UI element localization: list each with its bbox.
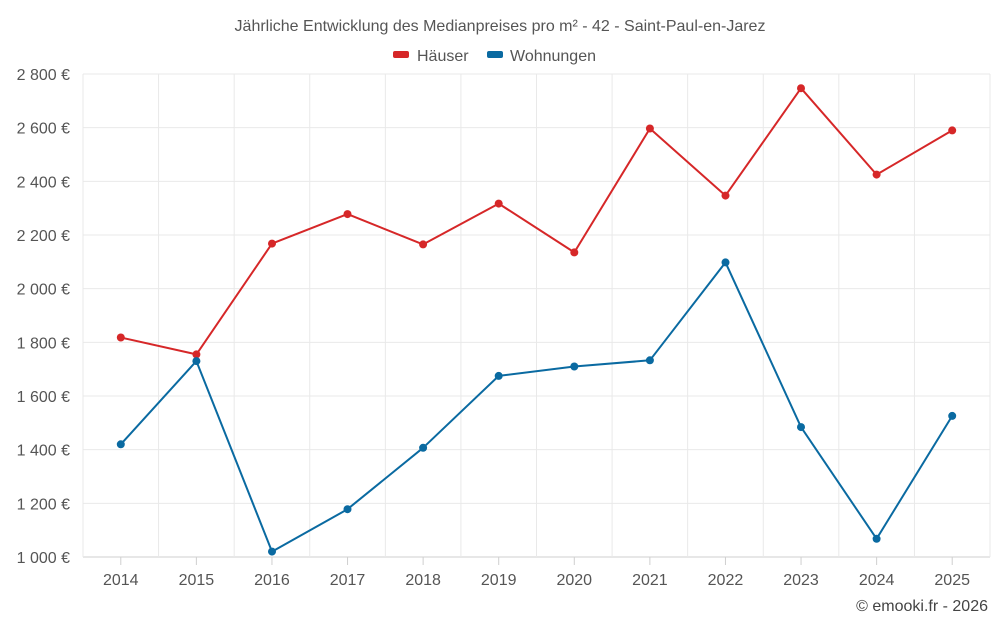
series-layer bbox=[116, 84, 957, 556]
legend-item-haeuser[interactable]: Häuser bbox=[393, 48, 469, 65]
data-point-wohnungen bbox=[419, 443, 428, 452]
data-point-wohnungen bbox=[494, 371, 503, 380]
x-tick-label: 2016 bbox=[254, 572, 290, 589]
series-line-wohnungen bbox=[120, 261, 954, 553]
data-point-wohnungen bbox=[948, 411, 957, 420]
data-point-haeuser bbox=[268, 239, 276, 248]
x-tick-label: 2022 bbox=[708, 572, 744, 589]
y-axis: 1 000 € 1 200 € 1 400 € 1 600 € 1 800 € 2 000… bbox=[17, 67, 70, 567]
data-point-wohnungen bbox=[872, 534, 881, 543]
x-tick-label: 2015 bbox=[179, 572, 215, 589]
legend[interactable]: Häuser Wohnungen bbox=[393, 48, 596, 65]
legend-swatch-wohnungen bbox=[487, 51, 503, 58]
y-tick-label: 1 600 € bbox=[17, 389, 70, 406]
grid bbox=[82, 73, 991, 558]
data-point-wohnungen bbox=[268, 547, 276, 556]
data-point-wohnungen bbox=[343, 505, 352, 514]
data-point-haeuser bbox=[645, 124, 654, 133]
data-point-wohnungen bbox=[645, 356, 654, 365]
data-point-haeuser bbox=[116, 333, 125, 342]
x-tick-label: 2017 bbox=[330, 572, 366, 589]
y-tick-label: 2 600 € bbox=[17, 121, 70, 138]
data-point-haeuser bbox=[721, 191, 730, 200]
x-tick-label: 2020 bbox=[556, 572, 592, 589]
data-point-haeuser bbox=[494, 199, 503, 208]
data-point-haeuser bbox=[343, 210, 352, 219]
x-tick-label: 2018 bbox=[405, 572, 441, 589]
data-point-haeuser bbox=[570, 248, 579, 257]
x-axis: 2014 2015 2016 2017 2018 2019 2020 2021 2022 2023… bbox=[103, 557, 970, 589]
legend-item-wohnungen[interactable]: Wohnungen bbox=[487, 48, 596, 65]
y-tick-label: 2 200 € bbox=[17, 228, 70, 245]
data-point-wohnungen bbox=[116, 440, 125, 449]
y-tick-label: 2 800 € bbox=[17, 67, 70, 84]
x-tick-label: 2021 bbox=[632, 572, 668, 589]
y-tick-label: 2 000 € bbox=[17, 282, 70, 299]
x-tick-label: 2019 bbox=[481, 572, 517, 589]
data-point-wohnungen bbox=[721, 258, 730, 267]
y-tick-label: 2 400 € bbox=[17, 174, 70, 191]
legend-label-haeuser: Häuser bbox=[417, 48, 469, 65]
legend-label-wohnungen: Wohnungen bbox=[510, 48, 596, 65]
y-tick-label: 1 200 € bbox=[17, 496, 70, 513]
data-point-haeuser bbox=[192, 350, 201, 359]
y-tick-label: 1 800 € bbox=[17, 335, 70, 352]
data-point-haeuser bbox=[797, 84, 805, 93]
x-tick-label: 2023 bbox=[783, 572, 819, 589]
data-point-haeuser bbox=[872, 170, 881, 179]
chart-title: Jährliche Entwicklung des Medianpreises … bbox=[235, 18, 766, 35]
credit-text: © emooki.fr - 2026 bbox=[856, 598, 988, 615]
data-point-wohnungen bbox=[192, 357, 201, 366]
data-point-wohnungen bbox=[570, 362, 579, 371]
y-tick-label: 1 000 € bbox=[17, 550, 70, 567]
series-haeuser bbox=[116, 84, 957, 359]
x-tick-label: 2014 bbox=[103, 572, 139, 589]
x-tick-label: 2025 bbox=[934, 572, 970, 589]
x-tick-label: 2024 bbox=[859, 572, 895, 589]
legend-swatch-haeuser bbox=[393, 51, 409, 58]
data-point-haeuser bbox=[419, 240, 428, 249]
y-tick-label: 1 400 € bbox=[17, 443, 70, 460]
series-wohnungen bbox=[116, 258, 957, 556]
data-point-wohnungen bbox=[797, 423, 805, 432]
data-point-haeuser bbox=[948, 126, 957, 135]
series-line-haeuser bbox=[120, 87, 953, 356]
